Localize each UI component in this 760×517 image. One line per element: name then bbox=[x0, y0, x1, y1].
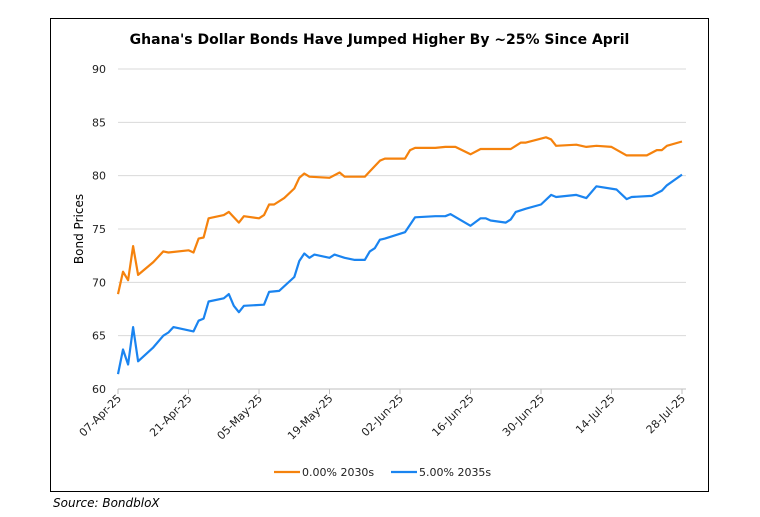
legend-label: 0.00% 2030s bbox=[302, 466, 374, 479]
x-tick-label: 14-Jul-25 bbox=[573, 392, 617, 436]
y-tick-label: 80 bbox=[92, 170, 106, 183]
x-tick-label: 16-Jun-25 bbox=[429, 392, 476, 439]
x-tick-label: 02-Jun-25 bbox=[359, 392, 406, 439]
y-tick-label: 90 bbox=[92, 63, 106, 76]
y-tick-label: 75 bbox=[92, 223, 106, 236]
legend-item: 5.00% 2035s bbox=[391, 466, 491, 479]
x-tick-label: 19-May-25 bbox=[285, 392, 336, 443]
x-tick-labels: 07-Apr-25 21-Apr-25 05-May-25 19-May-25 02-J… bbox=[77, 392, 688, 443]
x-tick-label: 28-Jul-25 bbox=[644, 392, 688, 436]
y-tick-label: 60 bbox=[92, 383, 106, 396]
series-line-0 bbox=[116, 136, 683, 295]
source-note: Source: BondbloX bbox=[53, 496, 160, 510]
legend-label: 5.00% 2035s bbox=[419, 466, 491, 479]
y-tick-label: 85 bbox=[92, 116, 106, 129]
gridlines bbox=[117, 68, 686, 394]
legend: 0.00% 2030s 5.00% 2035s bbox=[274, 466, 491, 479]
x-tick-label: 05-May-25 bbox=[215, 392, 266, 443]
x-tick-label: 21-Apr-25 bbox=[147, 392, 194, 439]
chart-title: Ghana's Dollar Bonds Have Jumped Higher … bbox=[129, 32, 630, 48]
y-axis-label: Bond Prices bbox=[72, 194, 86, 264]
x-tick-label: 30-Jun-25 bbox=[500, 392, 547, 439]
x-tick-label: 07-Apr-25 bbox=[77, 392, 124, 439]
y-tick-labels: 60 65 70 75 80 85 90 bbox=[92, 63, 106, 396]
series-lines bbox=[116, 136, 683, 375]
legend-item: 0.00% 2030s bbox=[274, 466, 374, 479]
y-tick-label: 65 bbox=[92, 330, 106, 343]
y-tick-label: 70 bbox=[92, 276, 106, 289]
series-line-1 bbox=[116, 173, 683, 375]
chart-frame bbox=[50, 18, 709, 492]
